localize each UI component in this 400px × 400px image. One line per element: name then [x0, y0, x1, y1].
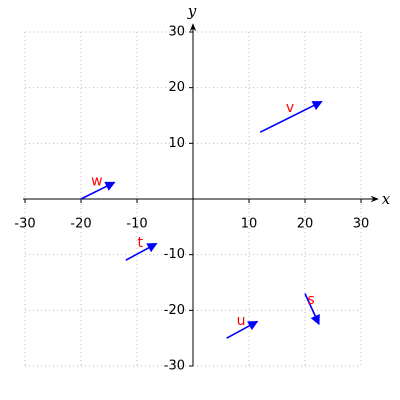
x-tick-label: 20 — [297, 217, 314, 232]
y-tick-label: -30 — [164, 359, 185, 374]
vectors: v w t u s — [80, 100, 323, 339]
vector-arrow — [304, 293, 320, 326]
x-tick-label: -20 — [70, 217, 91, 232]
vector-label: u — [237, 313, 246, 329]
x-tick-label: -30 — [14, 217, 35, 232]
vector-arrow — [259, 100, 323, 133]
y-tick-label: 10 — [168, 136, 185, 151]
vector-arrow — [125, 242, 158, 261]
x-tick-label: 30 — [353, 217, 370, 232]
vector-label: w — [91, 174, 102, 190]
vector-arrow — [80, 181, 116, 200]
vector-arrow — [226, 320, 259, 339]
y-axis-label: y — [187, 2, 197, 20]
vector-label: s — [307, 292, 314, 308]
x-tick-label: -10 — [126, 217, 147, 232]
vector-label: v — [286, 100, 294, 116]
x-axis-label: x — [382, 190, 391, 208]
y-tick-label: -10 — [164, 247, 185, 262]
vector-label: t — [137, 235, 143, 251]
axes: x y -30 -20 -10 10 20 30 -30 -20 -10 10 20 30 — [14, 2, 390, 374]
y-tick-label: -20 — [164, 303, 185, 318]
y-tick-label: 20 — [168, 80, 185, 95]
x-tick-label: 10 — [241, 217, 258, 232]
y-tick-label: 30 — [168, 25, 185, 40]
